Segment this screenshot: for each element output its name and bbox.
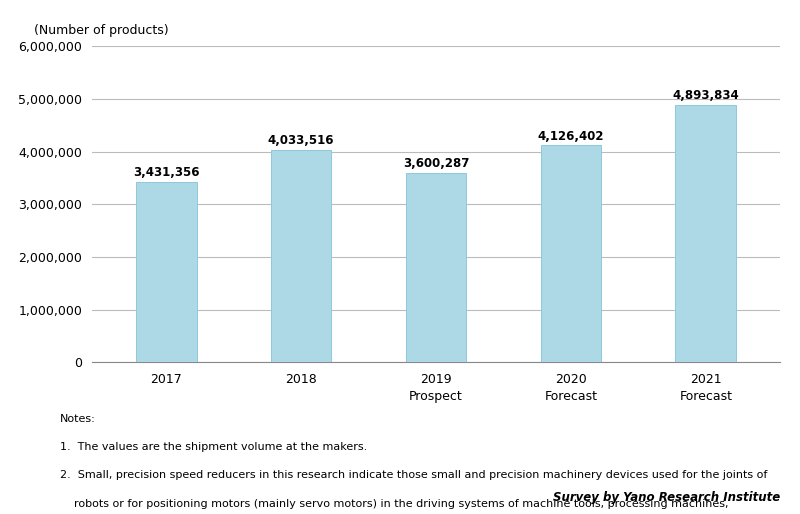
Text: 4,126,402: 4,126,402 <box>538 130 604 142</box>
Bar <box>675 104 736 362</box>
Text: 4,893,834: 4,893,834 <box>673 89 739 102</box>
Bar <box>406 173 466 362</box>
Bar <box>136 181 197 362</box>
Text: 2.  Small, precision speed reducers in this research indicate those small and pr: 2. Small, precision speed reducers in th… <box>60 470 767 480</box>
Bar <box>541 145 602 362</box>
Text: 3,600,287: 3,600,287 <box>403 157 469 170</box>
Text: 4,033,516: 4,033,516 <box>268 135 334 148</box>
Bar <box>270 150 331 362</box>
Text: robots or for positioning motors (mainly servo motors) in the driving systems of: robots or for positioning motors (mainly… <box>60 499 729 508</box>
Text: Notes:: Notes: <box>60 414 96 424</box>
Text: 3,431,356: 3,431,356 <box>133 166 199 179</box>
Text: Survey by Yano Research Institute: Survey by Yano Research Institute <box>553 491 780 504</box>
Text: (Number of products): (Number of products) <box>34 24 168 37</box>
Text: 1.  The values are the shipment volume at the makers.: 1. The values are the shipment volume at… <box>60 442 367 452</box>
